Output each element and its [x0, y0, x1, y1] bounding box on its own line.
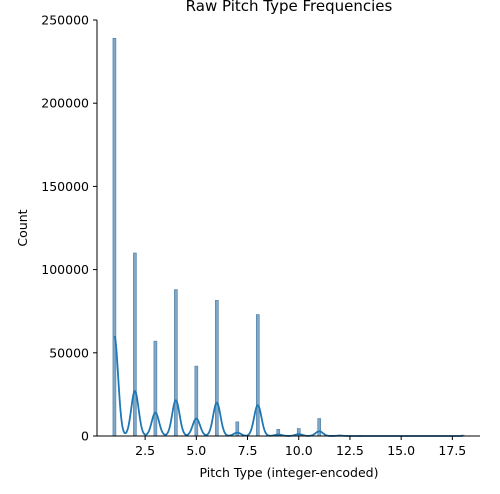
kde-layer: [113, 335, 463, 437]
histogram-bar: [133, 252, 137, 437]
histogram-bar: [153, 340, 158, 437]
y-tick-label: 150000: [41, 179, 89, 194]
y-ticks: 0 50000 100000 150000 200000 250000: [41, 13, 97, 444]
x-axis-label: Pitch Type (integer-encoded): [200, 465, 379, 480]
histogram-bar: [174, 289, 178, 437]
histogram-bar: [194, 365, 199, 437]
histogram-bar: [235, 421, 240, 437]
histogram-bar: [317, 418, 322, 437]
x-tick-label: 7.5: [238, 443, 258, 458]
x-tick-label: 5.0: [186, 443, 206, 458]
x-ticks: 2.5 5.0 7.5 10.0 12.5 15.0 17.5: [135, 436, 466, 458]
axes-layer: [96, 20, 480, 437]
chart-title: Raw Pitch Type Frequencies: [186, 0, 393, 15]
y-tick-label: 250000: [41, 13, 89, 28]
y-tick-label: 100000: [41, 262, 89, 277]
y-axis-label: Count: [15, 209, 30, 246]
y-tick-label: 0: [81, 429, 89, 444]
x-tick-label: 17.5: [438, 443, 466, 458]
x-tick-label: 10.0: [285, 443, 313, 458]
histogram-bar: [112, 37, 117, 437]
x-tick-label: 12.5: [336, 443, 364, 458]
bars-layer: [112, 37, 465, 437]
x-tick-label: 2.5: [135, 443, 155, 458]
kde-line: [113, 335, 463, 437]
y-tick-label: 50000: [49, 345, 89, 360]
x-tick-label: 15.0: [387, 443, 415, 458]
histogram-bar: [215, 300, 219, 437]
histogram-bar: [255, 314, 260, 437]
y-tick-label: 200000: [41, 96, 89, 111]
